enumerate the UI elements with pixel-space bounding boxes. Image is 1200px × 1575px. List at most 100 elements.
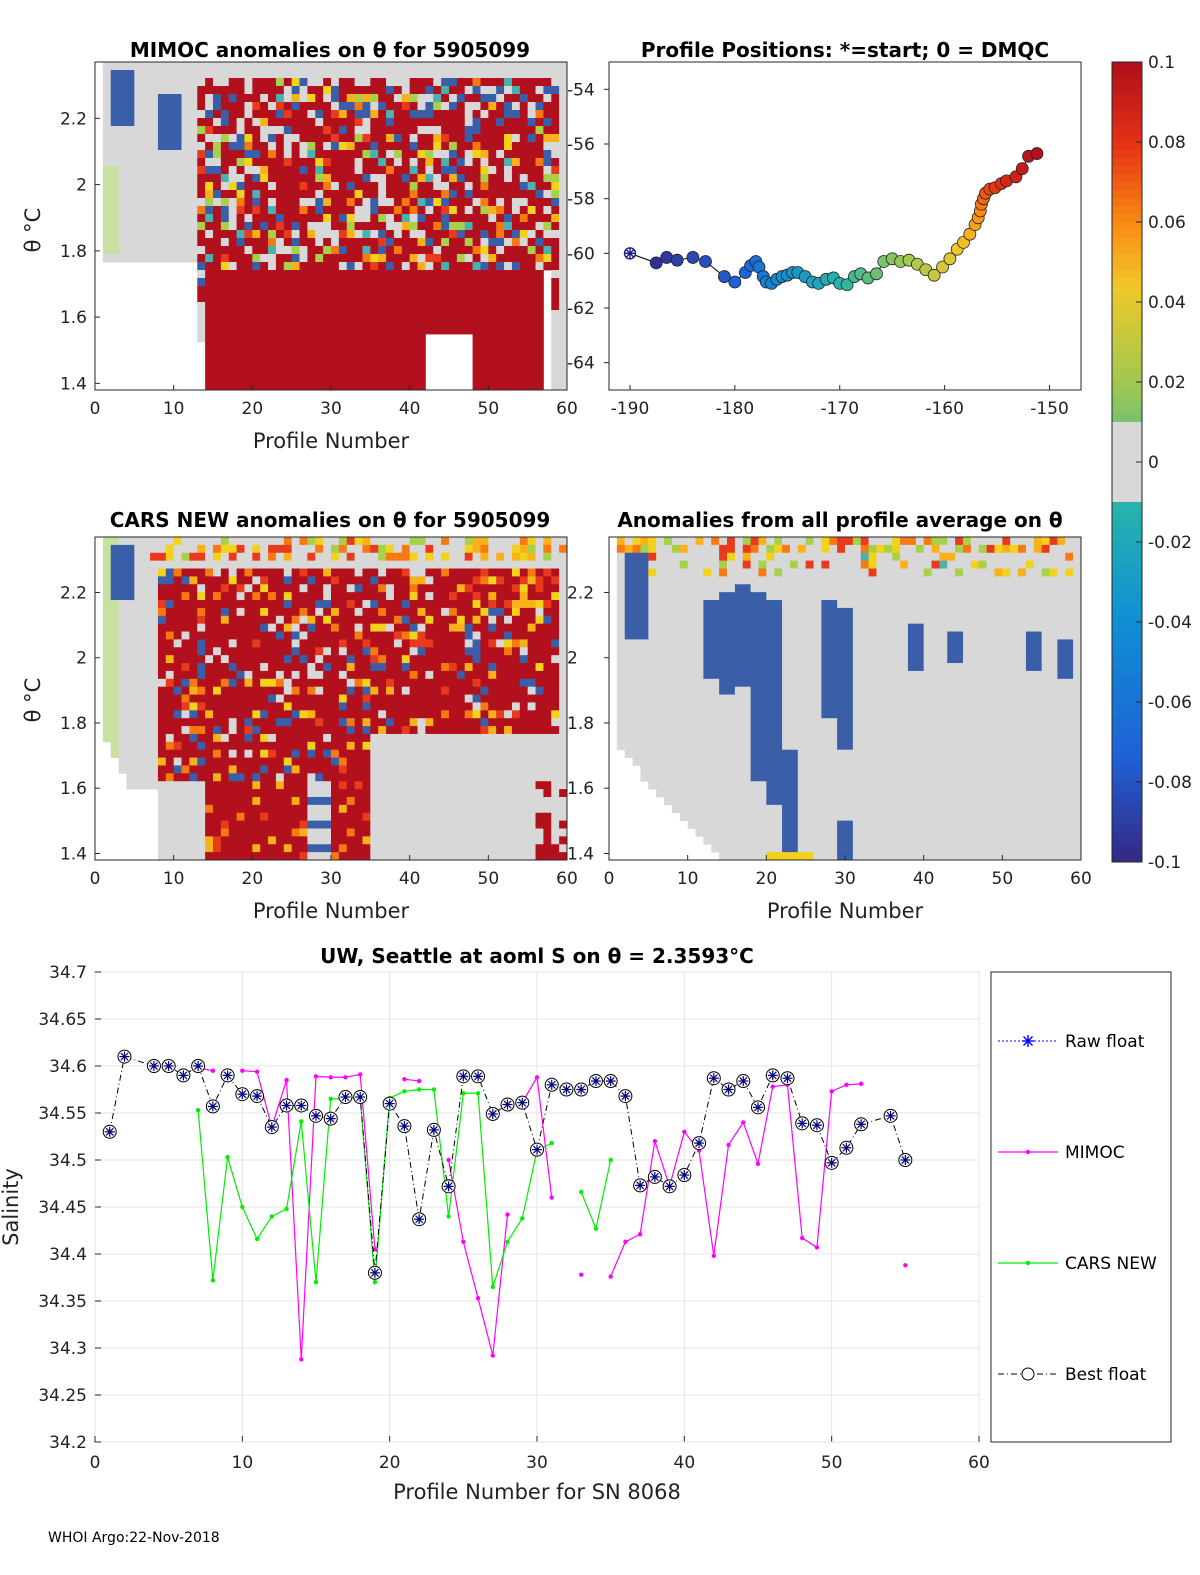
heatmap-cell [142,655,151,664]
heatmap-cell [401,150,411,159]
heatmap-cell [134,190,143,199]
heatmap-cell [472,310,481,319]
heatmap-cell [213,844,222,853]
heatmap-cell [283,326,293,335]
heatmap-cell [228,663,237,672]
heatmap-cell [236,726,245,735]
heatmap-cell [102,190,112,199]
heatmap-cell [102,126,112,135]
heatmap-cell [480,78,489,87]
heatmap-cell [291,773,300,782]
heatmap-cell [346,773,355,782]
heatmap-cell [425,781,434,790]
heatmap-cell [126,70,135,79]
heatmap-cell [386,702,395,711]
heatmap-cell [464,78,473,87]
heatmap-cell [307,678,316,688]
heatmap-cell [559,62,568,71]
heatmap-cell [323,600,332,609]
heatmap-cell [110,568,119,577]
heatmap-cell [456,828,466,837]
heatmap-cell [291,765,300,774]
heatmap-cell [197,655,206,664]
heatmap-cell [323,804,332,814]
heatmap-cell [393,350,403,359]
heatmap-cell [632,694,641,703]
heatmap-cell [543,254,552,263]
heatmap-cell [488,765,497,774]
heatmap-cell [543,70,552,79]
heatmap-cell [504,670,513,680]
heatmap-cell [283,270,293,279]
heatmap-cell [378,382,387,391]
heatmap-cell [409,382,418,391]
heatmap-cell [511,86,521,95]
heatmap-cell [370,238,379,247]
heatmap-cell [110,576,119,585]
heatmap-cell [464,741,473,751]
heatmap-cell [433,568,442,577]
heatmap-cell [197,278,206,287]
heatmap-cell [228,310,237,319]
heatmap-cell [488,789,497,798]
heatmap-cell [488,254,497,263]
heatmap-cell [456,812,466,822]
heatmap-cell [464,584,473,593]
heatmap-cell [393,576,403,585]
heatmap-cell [504,726,513,735]
heatmap-cell [488,710,497,719]
heatmap-cell [559,552,568,562]
heatmap-cell [354,350,363,359]
heatmap-cell [551,726,560,735]
heatmap-cell [386,647,395,656]
heatmap-cell [275,639,285,648]
heatmap-cell [456,584,466,593]
heatmap-cell [331,804,340,814]
heatmap-cell [386,584,395,593]
heatmap-cell [110,102,119,111]
heatmap-cell [315,600,324,609]
heatmap-cell [150,206,159,215]
heatmap-cell [527,568,536,577]
heatmap-cell [315,230,324,239]
heatmap-cell [197,286,206,295]
heatmap-cell [449,134,458,143]
heatmap-cell [378,206,387,215]
heatmap-cell [519,804,529,814]
heatmap-cell [323,710,332,719]
heatmap-cell [236,686,245,695]
heatmap-cell [220,246,230,255]
colorbar-band [1112,774,1142,783]
heatmap-cell [165,749,175,758]
heatmap-cell [393,174,403,183]
heatmap-cell [291,182,300,191]
heatmap-cell [205,537,214,546]
heatmap-cell [519,631,529,640]
heatmap-cell [205,544,214,554]
colorbar-band [1112,318,1142,327]
heatmap-cell [150,733,159,743]
heatmap-cell [205,358,214,367]
heatmap-cell [480,102,489,111]
heatmap-cell [220,382,230,391]
heatmap-cell [464,214,473,223]
heatmap-cell [346,796,355,806]
heatmap-cell [252,647,261,656]
heatmap-cell [150,741,159,751]
heatmap-cell [323,694,332,703]
heatmap-cell [417,318,426,327]
heatmap-cell [535,286,544,295]
heatmap-cell [220,702,230,711]
heatmap-cell [401,741,411,751]
heatmap-cell [519,214,529,223]
heatmap-cell [456,844,466,853]
heatmap-cell [228,358,237,367]
heatmap-cell [425,702,434,711]
heatmap-cell [378,294,387,303]
heatmap-cell [488,302,497,311]
heatmap-cell [433,174,442,183]
heatmap-cell [441,836,450,845]
colorbar-band [1112,742,1142,751]
heatmap-cell [150,62,159,71]
heatmap-cell [456,796,466,806]
